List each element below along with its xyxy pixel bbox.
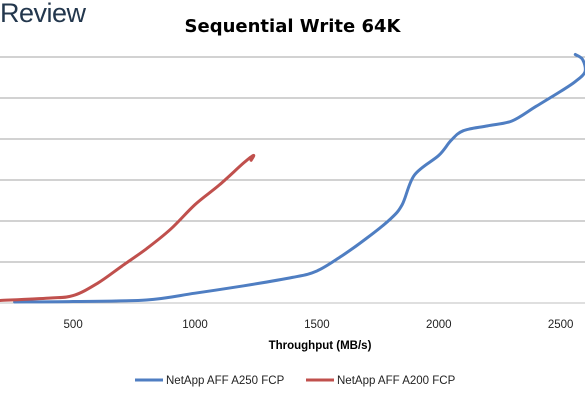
legend-label: NetApp AFF A200 FCP [337,375,456,387]
x-axis-label: Throughput (MB/s) [269,340,372,352]
brand-logo: Review [0,0,86,28]
x-tick-label: 500 [64,319,83,331]
x-tick-label: 2500 [548,319,574,331]
legend: NetApp AFF A250 FCP NetApp AFF A200 FCP [135,375,456,387]
x-tick-label: 2000 [426,319,452,331]
series-lines [0,53,585,304]
legend-label: NetApp AFF A250 FCP [166,375,285,387]
grid-lines [0,56,585,304]
series-line-2 [0,153,256,302]
chart-title: Sequential Write 64K [184,16,401,37]
series-line-1 [13,53,585,304]
x-tick-label: 1500 [304,319,330,331]
x-axis-ticks: 500 1000 1500 2000 2500 [64,319,574,331]
x-tick-label: 1000 [182,319,208,331]
